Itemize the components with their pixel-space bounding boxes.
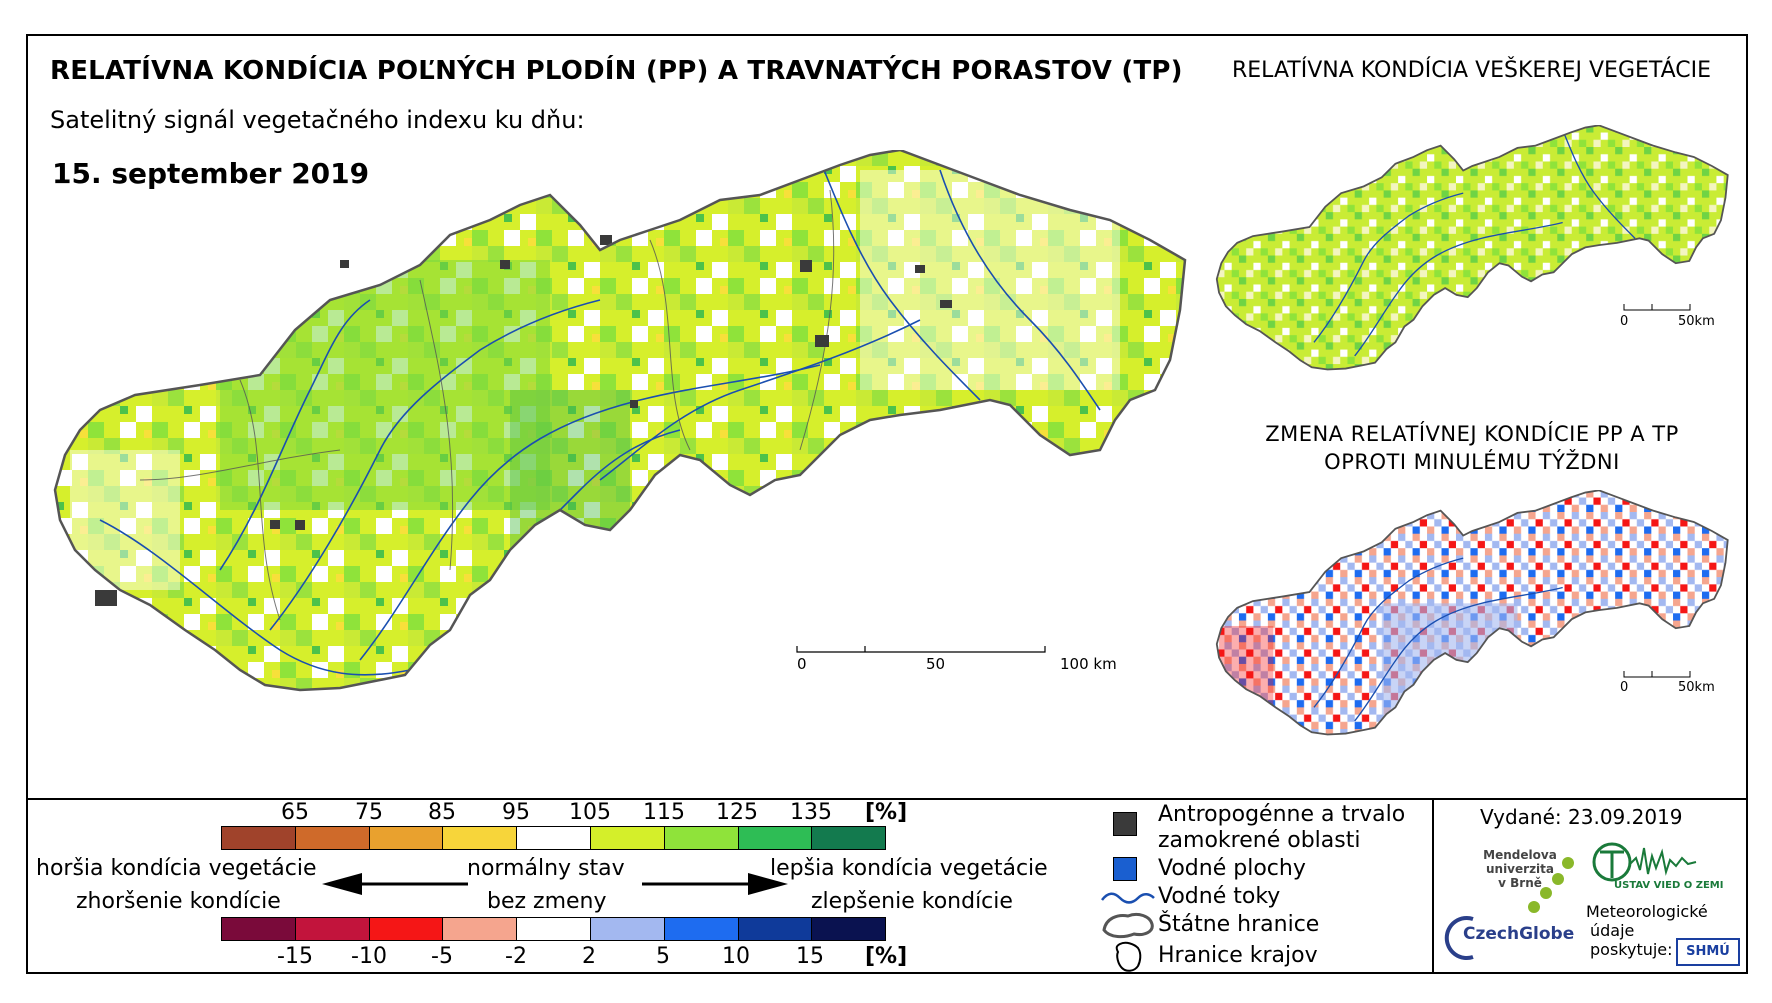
better-change-label: zlepšenie kondície	[811, 889, 1013, 914]
water-streams-label: Vodné toky	[1158, 884, 1281, 909]
no-change-label: bez zmeny	[487, 889, 607, 914]
state-border-icon	[1102, 912, 1154, 939]
change-tick-m10: -10	[351, 944, 387, 969]
condition-swatch-7	[737, 826, 813, 850]
better-condition-label: lepšia kondícia vegetácie	[770, 856, 1048, 881]
change-tick-15: 15	[796, 944, 824, 969]
map-title: RELATÍVNA KONDÍCIA POĽNÝCH PLODÍN (PP) A…	[50, 56, 1183, 86]
czechglobe-arc-icon	[1444, 916, 1474, 960]
condition-tick-105: 105	[569, 800, 611, 825]
change-tick-m15: -15	[277, 944, 313, 969]
state-border-label: Štátne hranice	[1158, 912, 1320, 937]
region-border-label: Hranice krajov	[1158, 943, 1318, 968]
meteo-line2: údaje	[1590, 921, 1635, 940]
meteo-line3: poskytuje:	[1590, 940, 1673, 959]
condition-tick-75: 75	[355, 800, 383, 825]
condition-color-bar	[221, 826, 887, 850]
change-swatch-2	[368, 917, 444, 941]
shmu-text: SHMÚ	[1686, 944, 1730, 959]
mendel-dots-icon	[1528, 857, 1574, 913]
worse-condition-label: horšia kondícia vegetácie	[36, 856, 317, 881]
change-swatch-3	[442, 917, 518, 941]
mendel-line1: Mendelova	[1483, 848, 1557, 862]
worse-arrow-icon	[322, 873, 468, 895]
condition-tick-85: 85	[428, 800, 456, 825]
map-date: 15. september 2019	[52, 157, 370, 190]
change-tick-m2: -2	[505, 944, 527, 969]
water-area-swatch	[1113, 857, 1137, 881]
inset-vegetation-map	[1215, 125, 1729, 371]
region-border-icon	[1115, 941, 1142, 972]
change-swatch-5	[590, 917, 665, 941]
condition-swatch-6	[663, 826, 739, 850]
anthropogenic-swatch	[1113, 812, 1137, 836]
main-scale-label-50: 50	[926, 655, 946, 673]
inset-vegetation-title: RELATÍVNA KONDÍCIA VEŠKEREJ VEGETÁCIE	[1232, 58, 1712, 83]
change-swatch-6	[663, 917, 739, 941]
change-swatch-0	[221, 917, 296, 941]
change-swatch-1	[294, 917, 370, 941]
change-swatch-4	[516, 917, 591, 941]
condition-swatch-4	[516, 826, 591, 850]
main-map	[53, 150, 1187, 692]
normal-state-label: normálny stav	[467, 856, 625, 881]
credits-divider	[1432, 798, 1434, 974]
condition-swatch-5	[590, 826, 665, 850]
condition-tick-115: 115	[643, 800, 685, 825]
inset-change-scale-bar	[1623, 671, 1691, 678]
main-map-scale-bar	[796, 646, 1046, 653]
better-arrow-icon	[642, 873, 788, 895]
inset-vegetation-scale-bar	[1623, 304, 1691, 311]
meteo-credit: Meteorologické údaje poskytuje:	[1586, 902, 1708, 959]
czechglobe-text: CzechGlobe	[1463, 924, 1575, 944]
change-swatch-8	[811, 917, 887, 941]
map-subtitle: Satelitný signál vegetačného indexu ku d…	[50, 106, 585, 134]
change-tick-5: 5	[656, 944, 670, 969]
inset-change-title-line1: ZMENA RELATÍVNEJ KONDÍCIE PP A TP	[1265, 422, 1679, 446]
inset-change-title-line2: OPROTI MINULÉMU TÝŽDNI	[1324, 450, 1620, 474]
change-tick-2: 2	[582, 944, 596, 969]
veg-scale-label-0: 0	[1620, 314, 1629, 329]
condition-swatch-8	[811, 826, 887, 850]
condition-unit: [%]	[865, 800, 908, 825]
condition-tick-95: 95	[502, 800, 530, 825]
condition-tick-135: 135	[790, 800, 832, 825]
mendel-line3: v Brně	[1498, 876, 1542, 890]
water-stream-icon	[1101, 892, 1155, 904]
meteo-line1: Meteorologické	[1586, 902, 1708, 921]
water-areas-label: Vodné plochy	[1158, 856, 1306, 881]
main-scale-label-0: 0	[797, 655, 807, 673]
condition-swatch-1	[294, 826, 370, 850]
change-unit: [%]	[865, 944, 908, 969]
mendel-logo-text: Mendelova univerzita v Brně	[1480, 848, 1560, 890]
change-tick-10: 10	[722, 944, 750, 969]
anthropogenic-label-1: Antropogénne a trvalo	[1158, 802, 1406, 827]
inset-change-map	[1215, 490, 1729, 736]
change-tick-m5: -5	[431, 944, 453, 969]
ustav-logo-text: ÚSTAV VIED O ZEMI	[1614, 880, 1724, 891]
condition-tick-125: 125	[716, 800, 758, 825]
worse-change-label: zhoršenie kondície	[76, 889, 281, 914]
change-swatch-7	[737, 917, 813, 941]
issued-date: Vydané: 23.09.2019	[1480, 805, 1683, 829]
chg-scale-label-50: 50km	[1678, 680, 1715, 695]
czechglobe-logo: CzechGlobe	[1463, 924, 1574, 944]
ustav-logo-icon	[1592, 842, 1697, 882]
condition-swatch-0	[221, 826, 296, 850]
chg-scale-label-0: 0	[1620, 680, 1629, 695]
mendel-line2: univerzita	[1485, 862, 1554, 876]
shmu-logo: SHMÚ	[1676, 938, 1740, 966]
main-scale-label-100: 100 km	[1060, 655, 1117, 673]
condition-tick-65: 65	[281, 800, 309, 825]
condition-swatch-2	[368, 826, 444, 850]
condition-swatch-3	[442, 826, 518, 850]
veg-scale-label-50: 50km	[1678, 314, 1715, 329]
change-color-bar	[221, 917, 887, 941]
anthropogenic-label-2: zamokrené oblasti	[1158, 828, 1361, 853]
legend-divider	[26, 798, 1748, 800]
inset-change-title: ZMENA RELATÍVNEJ KONDÍCIE PP A TP OPROTI…	[1235, 420, 1709, 476]
